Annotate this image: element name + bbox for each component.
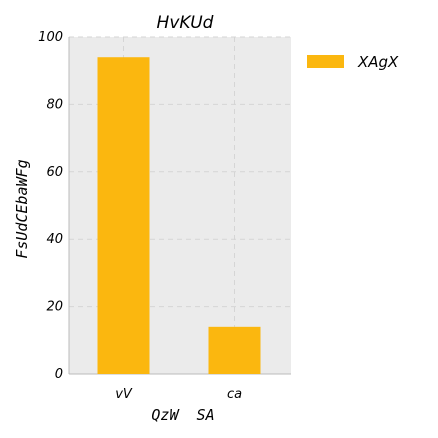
bars [97,57,261,374]
y-tick-label: 60 [46,165,63,180]
legend-label-xagx: XAgX [357,53,399,71]
x-tick-label: vV [115,387,133,402]
y-tick-label: 20 [46,300,63,315]
bar-vv [97,57,150,374]
y-tick-label: 80 [46,97,63,112]
x-axis-label: QzW SA [151,406,214,424]
y-axis-label: FsUdCEbaWFg [13,159,31,258]
y-tick-label: 0 [55,367,63,382]
bar-ca [208,326,261,374]
x-tick-label: ca [227,387,242,402]
y-tick-labels: 0 20 40 60 80 100 [38,30,63,382]
y-tick-label: 100 [38,30,63,45]
legend-swatch-xagx [307,55,344,68]
legend: XAgX [307,53,399,71]
x-tick-labels: vV ca [115,387,242,402]
chart-title: HvKUd [157,13,214,33]
y-tick-label: 40 [46,232,63,247]
